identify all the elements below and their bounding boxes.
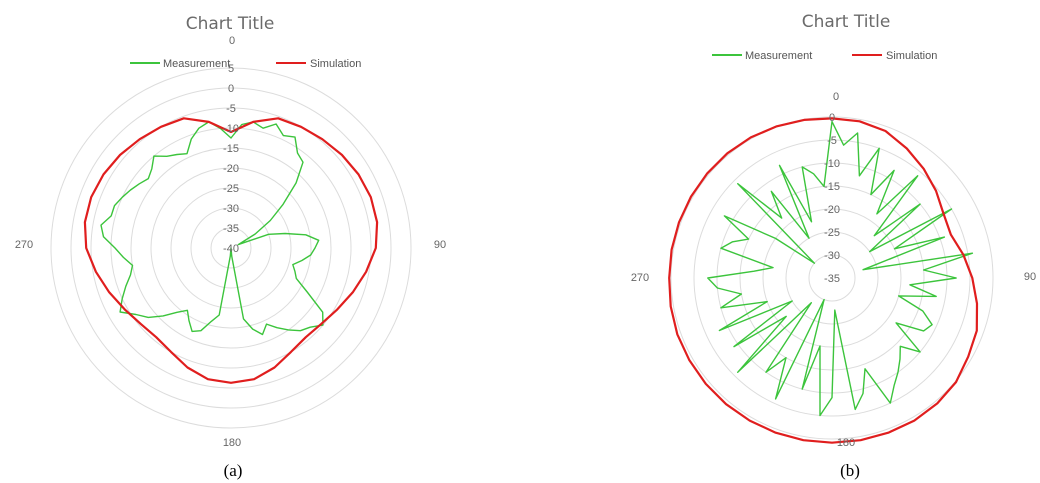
chart-a-radial-ticks: 5 0 -5 -10 -15 -20 -25 -30 -35 -40 [223,63,239,255]
grid-ring [50,67,412,429]
radial-tick-label: -10 [824,158,840,170]
grid-ring [150,167,312,329]
polar-chart-b: Chart Title Measurement Simulation 0 -5 -1… [631,12,1036,480]
series-simulation-line [668,117,979,444]
chart-a-title: Chart Title [186,14,275,34]
radial-tick-label: -35 [824,273,840,285]
radial-tick-label: -10 [223,123,239,135]
chart-b-caption: (b) [840,461,860,480]
radial-tick-label: 0 [829,112,835,124]
grid-ring [130,147,332,349]
radial-tick-label: -30 [223,203,239,215]
radial-tick-label: -5 [226,103,236,115]
grid-ring [210,227,252,269]
radial-tick-label: -20 [223,163,239,175]
series-simulation-line [83,117,379,384]
chart-a-angle-label-90: 90 [434,239,446,251]
series-measurement-line [100,121,324,336]
series-measurement-line [707,120,974,417]
chart-b-angle-label-270: 270 [631,272,649,284]
grid-ring [762,208,902,348]
grid-ring [693,139,971,417]
grid-ring [739,185,925,371]
chart-b-legend-simulation: Simulation [886,50,937,62]
chart-a-legend-simulation: Simulation [310,58,361,70]
radial-tick-label: -40 [223,243,239,255]
chart-a-series [83,117,379,384]
grid-ring [170,187,292,309]
chart-b-grid [670,116,994,440]
grid-ring [190,207,272,289]
radial-tick-label: -15 [223,143,239,155]
chart-b-legend: Measurement Simulation [712,50,937,62]
chart-a-angle-label-0: 0 [229,35,235,47]
chart-b-angle-label-0: 0 [833,91,839,103]
radial-tick-label: -25 [824,227,840,239]
radial-tick-label: 0 [228,83,234,95]
chart-a-angle-label-180: 180 [223,437,241,449]
chart-b-legend-measurement: Measurement [745,50,812,62]
grid-ring [110,127,352,369]
grid-ring [670,116,994,440]
chart-a-legend-measurement: Measurement [163,58,230,70]
radial-tick-label: 5 [228,63,234,75]
radial-tick-label: -25 [223,183,239,195]
grid-ring [70,87,392,409]
chart-a-legend: Measurement Simulation [130,58,361,70]
chart-a-angle-label-270: 270 [15,239,33,251]
chart-b-radial-ticks: 0 -5 -10 -15 -20 -25 -30 -35 [824,112,840,285]
chart-b-series [668,117,979,444]
chart-a-caption: (a) [224,461,243,480]
radial-tick-label: -30 [824,250,840,262]
radial-tick-label: -5 [827,135,837,147]
radial-tick-label: -20 [824,204,840,216]
polar-chart-a: Chart Title Measurement Simulation 5 0 -5 -… [15,14,446,480]
radial-tick-label: -15 [824,181,840,193]
chart-b-angle-label-180: 180 [837,437,855,449]
grid-ring [785,231,879,325]
chart-a-grid [50,67,412,429]
radial-tick-label: -35 [223,223,239,235]
grid-ring [808,254,856,302]
chart-b-angle-label-90: 90 [1024,271,1036,283]
chart-b-title: Chart Title [802,12,891,32]
grid-ring [90,107,372,389]
